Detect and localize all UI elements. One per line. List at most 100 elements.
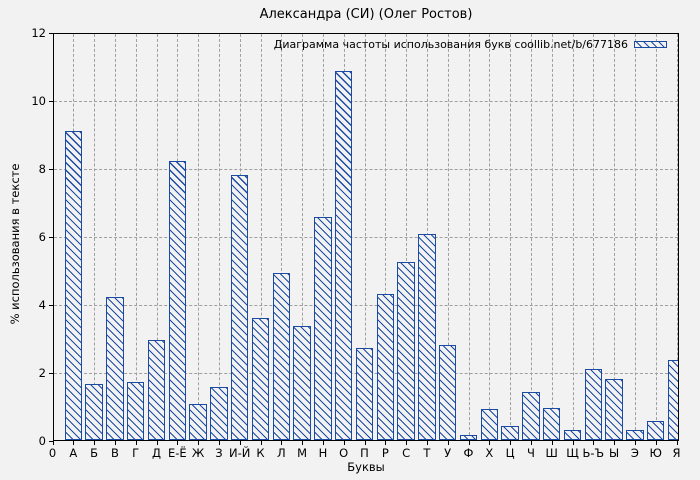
x-tick-mark [156,441,158,445]
legend: Диаграмма частоты использования букв coo… [274,38,667,51]
legend-label: Диаграмма частоты использования букв coo… [273,38,628,51]
bar-Ш [542,407,561,440]
x-tick-mark [135,441,137,445]
vertical-gridline [447,34,449,440]
x-axis-title: Буквы [347,460,385,474]
y-tick-label-0: 0 [38,434,46,448]
x-tick-label-О: О [339,446,349,460]
x-tick-mark [634,441,636,445]
vertical-gridline [530,34,532,440]
x-tick-mark [198,441,200,445]
bar-Ю [646,421,665,440]
x-tick-label-Б: Б [90,446,99,460]
x-tick-label-Ч: Ч [526,446,535,460]
y-tick-mark [49,33,53,34]
y-tick-mark [49,441,53,442]
x-tick-label-И-Й: И-Й [229,446,251,460]
bar-С [397,261,415,440]
x-tick-label-Ф: Ф [463,446,474,460]
x-tick-mark [343,441,345,445]
vertical-gridline [260,34,262,440]
x-tick-label-А: А [69,446,78,460]
bar-И-Й [230,174,249,440]
vertical-gridline [406,34,408,440]
vertical-gridline [281,34,283,440]
bar-Е-Ё [168,161,187,440]
bar-Ч [522,392,540,440]
x-tick-mark [52,441,54,445]
plot-area: Диаграмма частоты использования букв coo… [53,33,679,441]
x-tick-label-Э: Э [630,446,639,460]
horizontal-gridline [54,305,678,306]
vertical-gridline [593,34,595,440]
x-tick-label-Ш: Ш [545,446,558,460]
x-tick-label-З: З [215,446,223,460]
bar-Г [126,382,145,440]
x-tick-label-М: М [297,446,308,460]
horizontal-gridline [54,169,678,170]
x-tick-mark [94,441,96,445]
x-tick-label-Р: Р [381,446,389,460]
x-tick-label-П: П [360,446,369,460]
bar-Т [418,234,436,440]
x-tick-mark [510,441,512,445]
vertical-gridline [489,34,491,440]
bar-Ц [501,426,519,440]
vertical-gridline [655,34,657,440]
bar-М [293,326,311,440]
bar-В [106,297,124,440]
x-tick-label-Ь-Ъ: Ь-Ъ [582,446,605,460]
vertical-gridline [156,34,158,440]
vertical-gridline [572,34,574,440]
y-tick-label-2: 2 [38,366,46,380]
bar-Ф [459,434,478,440]
x-tick-mark [281,441,283,445]
bar-Ы [605,378,623,440]
bar-Ь-Ъ [584,368,603,440]
x-tick-label-0: 0 [48,446,57,460]
x-tick-mark [177,441,179,445]
bar-П [355,348,374,440]
vertical-gridline [114,34,116,440]
vertical-gridline [135,34,137,440]
x-tick-label-Т: Т [423,446,431,460]
vertical-gridline [614,34,616,440]
x-tick-label-Д: Д [152,446,161,460]
x-tick-label-Я: Я [672,446,681,460]
x-tick-label-Ж: Ж [191,446,205,460]
x-tick-label-Щ: Щ [566,446,579,460]
y-tick-mark [49,305,53,306]
y-tick-mark [49,373,53,374]
x-tick-label-У: У [444,446,452,460]
x-tick-label-Х: Х [485,446,494,460]
horizontal-gridline [54,101,678,102]
vertical-gridline [364,34,366,440]
y-tick-label-10: 10 [31,94,46,108]
x-tick-mark [364,441,366,445]
bar-Щ [563,429,582,440]
y-tick-label-6: 6 [38,230,46,244]
x-tick-mark [426,441,428,445]
bar-З [210,387,228,440]
x-tick-mark [614,441,616,445]
bar-Р [376,293,395,440]
x-tick-mark [114,441,116,445]
x-tick-mark [406,441,408,445]
bar-Д [147,339,166,440]
x-tick-mark [239,441,241,445]
x-tick-mark [676,441,678,445]
chart-title: Александра (СИ) (Олег Ростов) [259,7,473,22]
horizontal-gridline [54,237,678,238]
vertical-gridline [551,34,553,440]
x-tick-label-Г: Г [132,446,140,460]
y-tick-label-12: 12 [31,26,46,40]
x-tick-mark [468,441,470,445]
vertical-gridline [218,34,220,440]
x-tick-mark [218,441,220,445]
x-tick-mark [572,441,574,445]
x-tick-mark [655,441,657,445]
bar-Э [626,429,644,440]
bar-К [251,317,270,440]
x-tick-label-Ц: Ц [505,446,515,460]
